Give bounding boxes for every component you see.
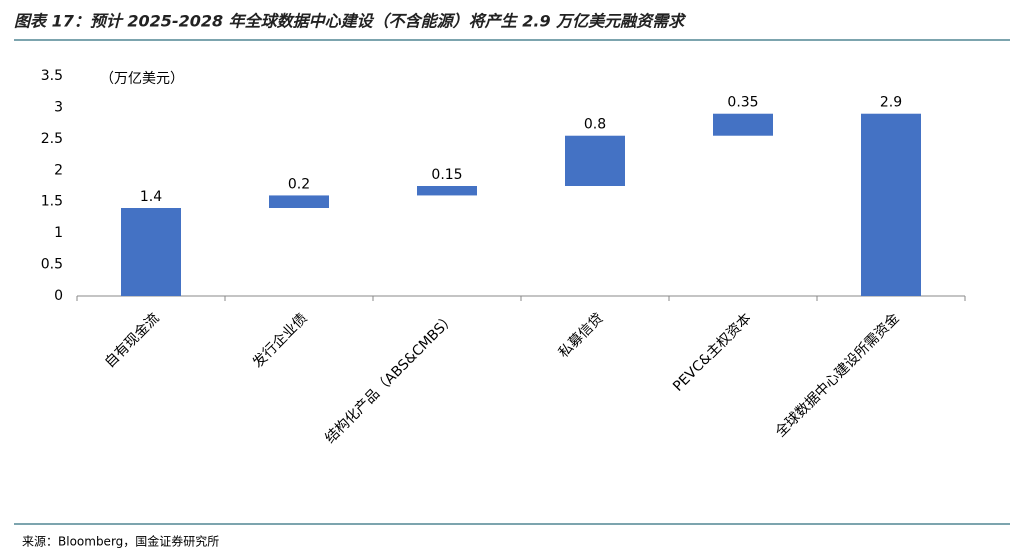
y-tick-label: 2.5: [41, 131, 63, 147]
x-tick-label: 发行企业债: [249, 310, 311, 372]
y-tick-label: 2: [54, 162, 63, 178]
bar: [713, 113, 773, 136]
data-label: 0.35: [727, 95, 758, 111]
x-tick-label: PEVC&主权资本: [670, 310, 755, 395]
y-tick-label: 0: [54, 288, 63, 304]
bar: [121, 208, 181, 296]
source: 来源：Bloomberg，国金证券研究所: [22, 534, 219, 549]
data-label: 2.9: [880, 95, 902, 111]
y-tick-label: 1.5: [41, 194, 63, 210]
data-label: 1.4: [140, 189, 162, 205]
data-label: 0.8: [584, 117, 606, 133]
data-label: 0.15: [431, 167, 462, 183]
y-tick-label: 0.5: [41, 257, 63, 273]
y-tick-label: 3: [54, 99, 63, 115]
x-tick-label: 私募信贷: [556, 310, 607, 361]
x-tick-label: 自有现金流: [102, 310, 163, 371]
y-tick-label: 1: [54, 225, 63, 241]
unit-label: （万亿美元）: [100, 71, 184, 87]
bar: [269, 195, 329, 208]
chart-title: 图表 17：预计 2025-2028 年全球数据中心建设（不含能源）将产生 2.…: [14, 12, 687, 31]
x-tick-label: 全球数据中心建设所需资金: [772, 310, 903, 441]
data-label: 0.2: [288, 176, 310, 192]
bar: [565, 135, 625, 186]
bar: [417, 186, 477, 196]
x-tick-label: 结构化产品（ABS&CMBS）: [322, 310, 458, 446]
bar: [861, 113, 921, 296]
y-tick-label: 3.5: [41, 68, 63, 84]
